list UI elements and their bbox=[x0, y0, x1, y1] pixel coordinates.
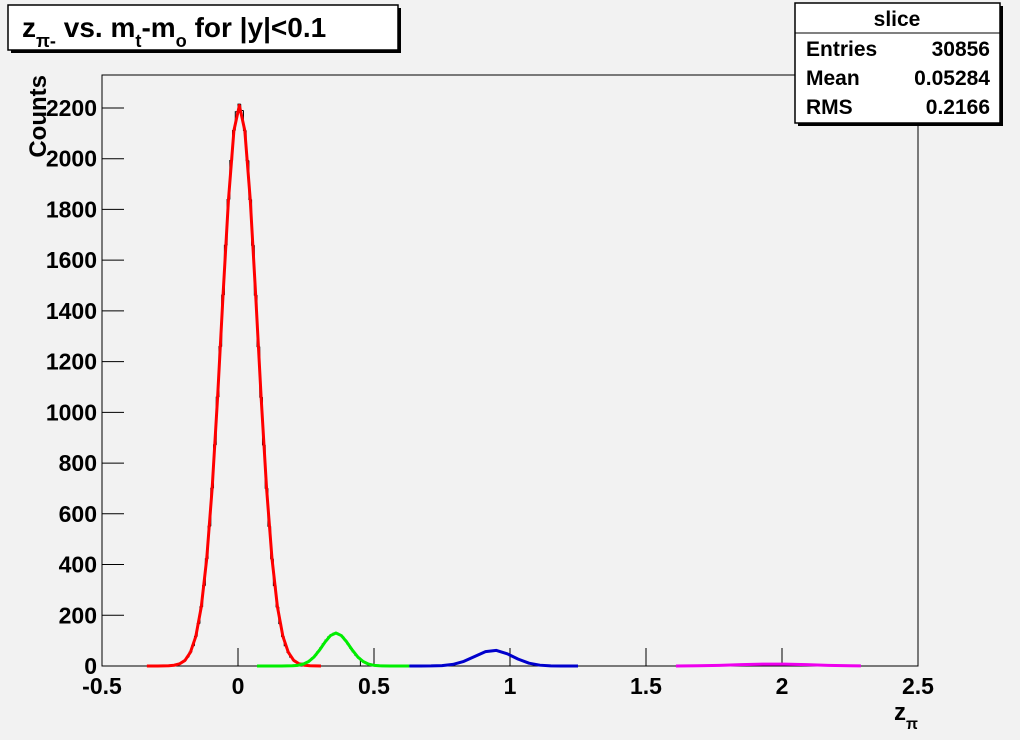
stats-value: 0.2166 bbox=[926, 96, 990, 119]
y-tick-label: 400 bbox=[59, 552, 97, 578]
x-axis-label: zπ bbox=[894, 699, 918, 733]
y-tick-label: 2000 bbox=[46, 146, 97, 172]
y-tick-label: 1400 bbox=[46, 298, 97, 324]
y-tick-label: 1200 bbox=[46, 349, 97, 375]
fit-curve bbox=[675, 662, 861, 668]
text-part: t bbox=[135, 31, 141, 51]
y-tick-label: 1800 bbox=[46, 196, 97, 222]
y-tick-label: 1600 bbox=[46, 247, 97, 273]
text-part: for |y|<0.1 bbox=[187, 12, 326, 43]
x-tick-label: 0.5 bbox=[358, 673, 390, 699]
text-part: vs. m bbox=[56, 12, 135, 43]
text-part: z bbox=[22, 12, 36, 43]
fit-curve bbox=[409, 648, 579, 668]
x-tick-label: 2 bbox=[776, 673, 789, 699]
text-part: o bbox=[176, 31, 187, 51]
stats-box bbox=[794, 2, 1001, 124]
y-tick-label: 600 bbox=[59, 501, 97, 527]
stats-label: Entries bbox=[806, 38, 877, 61]
stats-value: 0.05284 bbox=[914, 67, 990, 90]
stats-value: 30856 bbox=[932, 38, 990, 61]
title-box bbox=[7, 4, 399, 51]
x-tick-label: 1 bbox=[504, 673, 517, 699]
text-part: π- bbox=[36, 31, 56, 51]
x-tick-label: 1.5 bbox=[630, 673, 662, 699]
text-part: π bbox=[906, 716, 918, 733]
text-part: -m bbox=[141, 12, 175, 43]
y-axis-label: Counts bbox=[25, 75, 52, 158]
x-tick-label: 0 bbox=[232, 673, 245, 699]
stats-label: RMS bbox=[806, 96, 853, 119]
plot-frame bbox=[101, 74, 919, 667]
y-tick-label: 2200 bbox=[46, 95, 97, 121]
fit-curve bbox=[146, 103, 321, 668]
y-tick-label: 1000 bbox=[46, 399, 97, 425]
fit-curve bbox=[257, 631, 410, 668]
stats-label: Mean bbox=[806, 67, 860, 90]
y-tick-label: 200 bbox=[59, 602, 97, 628]
x-tick-label: 2.5 bbox=[902, 673, 934, 699]
text-part: z bbox=[894, 699, 906, 726]
stats-title: slice bbox=[874, 8, 921, 31]
y-tick-label: 800 bbox=[59, 450, 97, 476]
chart-title: zπ- vs. mt-mo for |y|<0.1 bbox=[22, 12, 326, 51]
x-tick-label: -0.5 bbox=[82, 673, 122, 699]
y-tick-label: 0 bbox=[84, 653, 97, 679]
